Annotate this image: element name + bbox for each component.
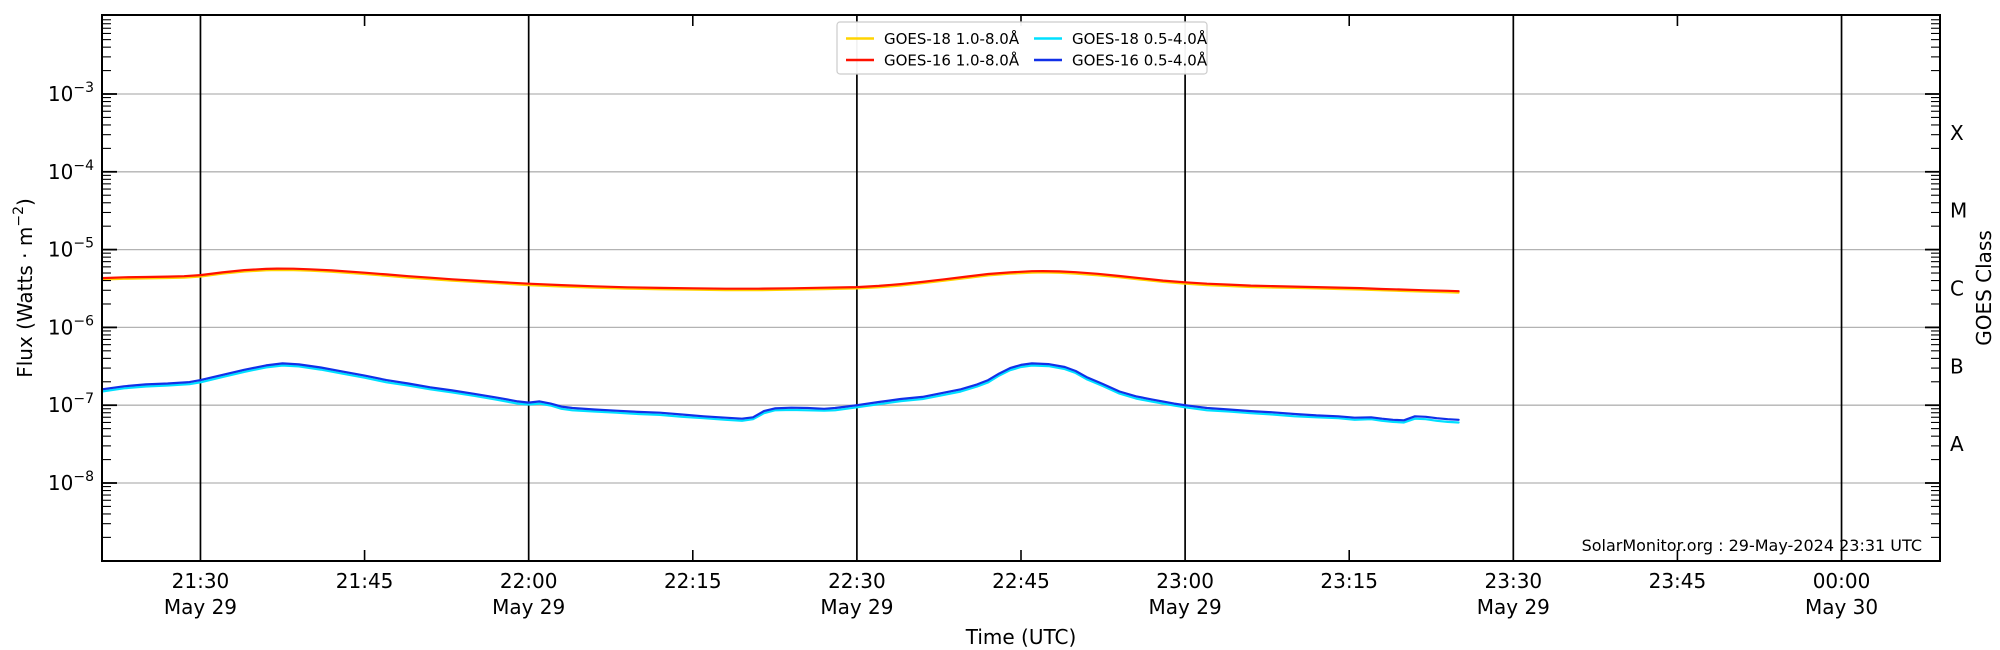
x-axis-tick-label: 23:15 (1320, 569, 1378, 593)
x-axis-tick-label: 22:15 (664, 569, 722, 593)
x-axis-tick-label: 23:45 (1649, 569, 1707, 593)
plot-frame (101, 14, 1941, 562)
axis-ticks (103, 16, 1939, 560)
goes-class-label-m: M (1950, 199, 1967, 223)
y-axis-tick-label: 10−5 (48, 236, 94, 262)
y-axis-tick-label: 10−4 (48, 158, 94, 184)
goes-class-label-c: C (1950, 277, 1964, 301)
x-axis-tick-label: 23:30 (1485, 569, 1543, 593)
x-axis-tick-label: 22:00 (500, 569, 558, 593)
x-axis-date-label: May 29 (164, 595, 237, 619)
series-line-goes-16-0-5-4-0- (100, 362, 1460, 422)
legend: GOES-18 1.0-8.0Å GOES-16 1.0-8.0Å GOES-18 … (836, 21, 1208, 75)
y-axis-tick-label: 10−6 (48, 313, 94, 339)
right-axis-title: GOES Class (1972, 230, 1996, 346)
legend-entry-label: GOES-18 1.0-8.0Å (884, 29, 1020, 48)
y-axis-tick-label: 10−3 (48, 80, 94, 106)
y-axis-tick-label: 10−7 (48, 391, 94, 417)
goes-class-labels: X M C B A (1950, 121, 1967, 456)
x-axis-tick-label: 21:45 (336, 569, 394, 593)
y-axis-tick-label: 10−8 (48, 469, 94, 495)
horizontal-gridlines (103, 93, 1939, 484)
x-axis-date-label: May 29 (820, 595, 893, 619)
y-axis-title: Flux (Watts · m−2) (11, 198, 37, 378)
watermark-text: SolarMonitor.org : 29-May-2024 23:31 UTC (1582, 536, 1922, 555)
x-axis-tick-label: 21:30 (172, 569, 230, 593)
x-axis-tick-label: 00:00 (1813, 569, 1871, 593)
x-axis-tick-label: 22:30 (828, 569, 886, 593)
y-axis-tick-labels: 10−3 10−4 10−5 10−6 10−7 10−8 (48, 80, 94, 495)
x-axis-tick-label: 23:00 (1156, 569, 1214, 593)
x-axis-date-label: May 29 (1477, 595, 1550, 619)
vertical-gridlines (199, 16, 1843, 560)
x-axis-date-label: May 30 (1805, 595, 1878, 619)
x-axis-tick-label: 22:45 (992, 569, 1050, 593)
goes-class-label-x: X (1950, 121, 1964, 145)
series-line-goes-18-1-0-8-0- (100, 268, 1460, 294)
legend-entry-label: GOES-16 0.5-4.0Å (1072, 51, 1208, 70)
series-line-goes-16-1-0-8-0- (100, 267, 1460, 293)
plot-border (101, 14, 1941, 562)
series-line-goes-18-0-5-4-0- (100, 364, 1460, 424)
goes-class-label-a: A (1950, 432, 1964, 456)
x-axis-date-label: May 29 (492, 595, 565, 619)
legend-box (836, 21, 1208, 75)
x-axis-date-label: May 29 (1149, 595, 1222, 619)
legend-entry-label: GOES-18 0.5-4.0Å (1072, 29, 1208, 48)
legend-entry-label: GOES-16 1.0-8.0Å (884, 51, 1020, 70)
flux-series-lines (100, 267, 1460, 424)
x-axis-title: Time (UTC) (965, 625, 1077, 649)
goes-class-label-b: B (1950, 354, 1964, 378)
